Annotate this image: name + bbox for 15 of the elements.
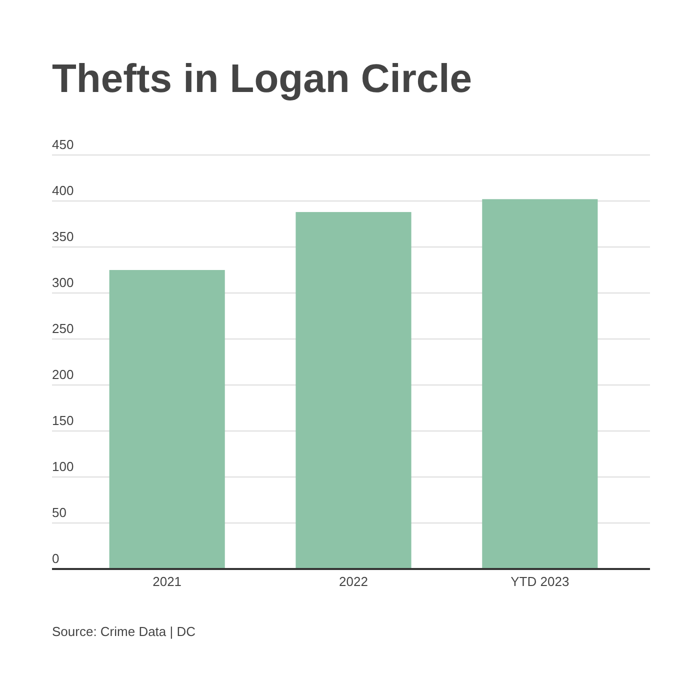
y-tick-label: 350 — [52, 229, 74, 244]
y-tick-label: 450 — [52, 137, 74, 152]
y-tick-label: 300 — [52, 275, 74, 290]
y-tick-label: 50 — [52, 505, 66, 520]
source-note: Source: Crime Data | DC — [52, 624, 196, 639]
x-tick-label: YTD 2023 — [510, 574, 570, 589]
x-tick-label: 2022 — [339, 574, 368, 589]
y-tick-label: 150 — [52, 413, 74, 428]
y-tick-label: 250 — [52, 321, 74, 336]
y-tick-label: 100 — [52, 459, 74, 474]
y-tick-label: 400 — [52, 183, 74, 198]
y-tick-label: 200 — [52, 367, 74, 382]
x-tick-label: 2021 — [152, 574, 182, 589]
y-tick-label: 0 — [52, 551, 60, 566]
chart-title: Thefts in Logan Circle — [52, 57, 472, 101]
